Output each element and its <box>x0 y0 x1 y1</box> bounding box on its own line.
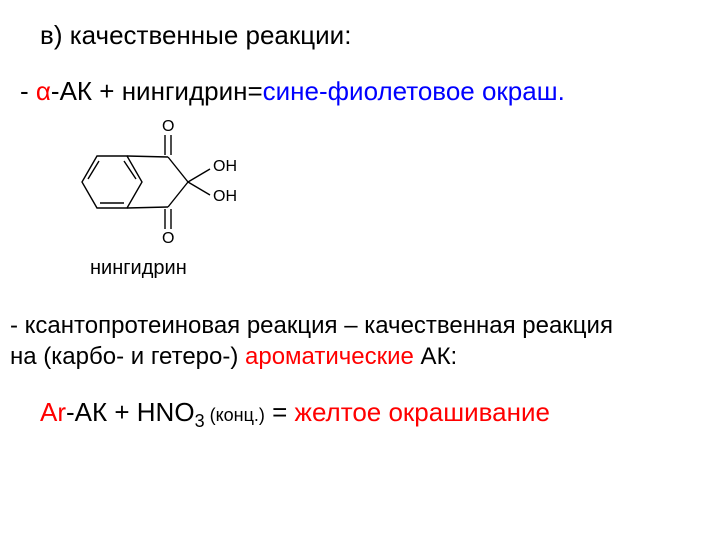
section-heading: в) качественные реакции: <box>40 20 710 51</box>
reaction-ninhydrin-line: - α-АК + нингидрин=сине-фиолетовое окраш… <box>20 76 710 107</box>
label-OH1: OH <box>213 158 237 175</box>
molecule-block: O O OH OH нингидрин <box>70 117 710 280</box>
hno3-result: желтое окрашивание <box>295 397 550 427</box>
xantho-aromatic: ароматические <box>245 343 414 370</box>
alpha-symbol: α <box>36 76 51 106</box>
ninhydrin-structure: O O OH OH <box>70 117 270 247</box>
hno3-sub: 3 <box>195 412 205 432</box>
hno3-conc: (конц.) <box>205 405 265 425</box>
xanthoproteic-line: - ксантопротеиновая реакция – качественн… <box>10 310 710 372</box>
label-OH2: OH <box>213 188 237 205</box>
mid-text: -АК + нингидрин= <box>51 76 263 106</box>
result-text: сине-фиолетовое окраш. <box>263 76 565 106</box>
prefix: - <box>20 76 36 106</box>
label-O-bottom: O <box>162 230 174 247</box>
hno3-mid: -АК + HNO <box>66 397 195 427</box>
ar-symbol: Ar <box>40 397 66 427</box>
label-O-top: O <box>162 118 174 135</box>
hno3-eq: = <box>265 397 295 427</box>
molecule-caption: нингидрин <box>90 257 710 280</box>
xantho-part2a: на (карбо- и гетеро-) <box>10 343 245 370</box>
reaction-hno3-line: Ar-АК + HNO3 (конц.) = желтое окрашивани… <box>40 397 710 432</box>
xantho-part2c: АК: <box>414 343 457 370</box>
xantho-part1: - ксантопротеиновая реакция – качественн… <box>10 312 613 339</box>
